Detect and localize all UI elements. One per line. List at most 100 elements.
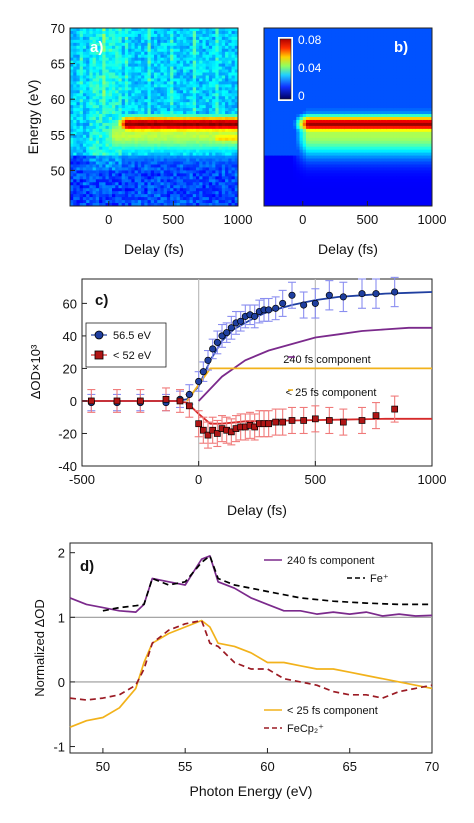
heatmap-cell [131,117,136,121]
heatmap-cell [328,63,333,68]
heatmap-cell [131,170,136,174]
heatmap-cell [183,54,187,59]
heatmap-cell [312,197,317,201]
heatmap-cell [234,78,238,82]
heatmap-cell [192,69,197,73]
heatmap-cell [144,197,149,201]
heatmap-cell [225,134,229,139]
heatmap-cell [134,78,139,82]
heatmap-cell [92,164,97,168]
heatmap-cell [341,197,346,201]
heatmap-cell [115,87,119,91]
heatmap-cell [225,72,229,76]
heatmap-cell [70,99,74,103]
heatmap-cell [157,146,161,151]
heatmap-cell [108,39,113,44]
heatmap-cell [215,182,220,186]
heatmap-cell [196,57,200,62]
heatmap-cell [82,191,87,195]
heatmap-cell [102,185,107,189]
heatmap-cell [344,102,349,106]
heatmap-cell [276,30,281,35]
heatmap-cell [312,87,317,91]
heatmap-cell [134,69,139,73]
heatmap-cell [264,51,268,56]
heatmap-cell [86,81,90,85]
heatmap-cell [137,146,142,151]
heatmap-cell [112,161,116,165]
heatmap-cell [79,128,84,133]
heatmap-cell [124,30,129,35]
heatmap-cell [147,188,152,192]
heatmap-cell [351,36,355,41]
heatmap-cell [160,170,165,174]
heatmap-cell [134,108,139,112]
heatmap-cell [179,54,184,59]
heatmap-cell [299,99,304,103]
heatmap-cell [86,119,90,124]
heatmap-cell [322,182,326,186]
heatmap-cell [108,203,113,206]
heatmap-cell [115,146,119,151]
heatmap-cell [144,170,149,174]
heatmap-cell [141,170,145,174]
heatmap-cell [215,161,220,165]
heatmap-cell [179,102,184,106]
heatmap-cell [318,188,323,192]
heatmap-cell [228,119,233,124]
heatmap-cell [280,114,284,118]
heatmap-cell [118,42,123,47]
heatmap-cell [231,152,236,157]
heatmap-cell [322,105,326,109]
heatmap-cell [264,137,268,142]
heatmap-cell [118,28,123,32]
heatmap-cell [147,167,152,171]
heatmap-cell [92,170,97,174]
heatmap-cell [328,128,333,133]
heatmap-cell [360,66,365,71]
heatmap-cell [221,185,226,189]
heatmap-cell [299,176,304,180]
heatmap-cell [179,78,184,82]
heatmap-cell [183,173,187,177]
heatmap-cell [231,90,236,94]
heatmap-cell [315,176,320,180]
heatmap-cell [360,137,365,142]
heatmap-cell [115,170,119,174]
heatmap-cell [166,122,171,127]
heatmap-cell [124,185,129,189]
heatmap-cell [208,173,213,177]
heatmap-cell [325,57,330,62]
heatmap-cell [176,143,181,148]
heatmap-cell [354,60,359,65]
heatmap-cell [276,191,281,195]
heatmap-cell [360,191,365,195]
heatmap-cell [166,96,171,100]
heatmap-cell [92,176,97,180]
heatmap-cell [160,152,165,157]
heatmap-cell [276,149,281,154]
heatmap-cell [218,182,223,186]
heatmap-cell [283,137,288,142]
heatmap-cell [176,194,181,198]
heatmap-cell [199,140,203,145]
heatmap-cell [86,188,90,192]
heatmap-cell [325,33,330,38]
heatmap-cell [137,90,142,94]
heatmap-cell [115,54,119,59]
heatmap-cell [312,108,317,112]
heatmap-cell [86,161,90,165]
heatmap-cell [273,57,278,62]
heatmap-cell [154,158,158,162]
heatmap-cell [70,33,74,38]
heatmap-cell [218,122,223,127]
heatmap-cell [270,39,275,44]
heatmap-cell [344,188,349,192]
heatmap-cell [183,128,187,133]
heatmap-cell [309,105,313,109]
heatmap-cell [264,96,268,100]
heatmap-cell [225,39,229,44]
heatmap-cell [99,105,103,109]
heatmap-cell [341,119,346,124]
heatmap-cell [212,36,216,41]
